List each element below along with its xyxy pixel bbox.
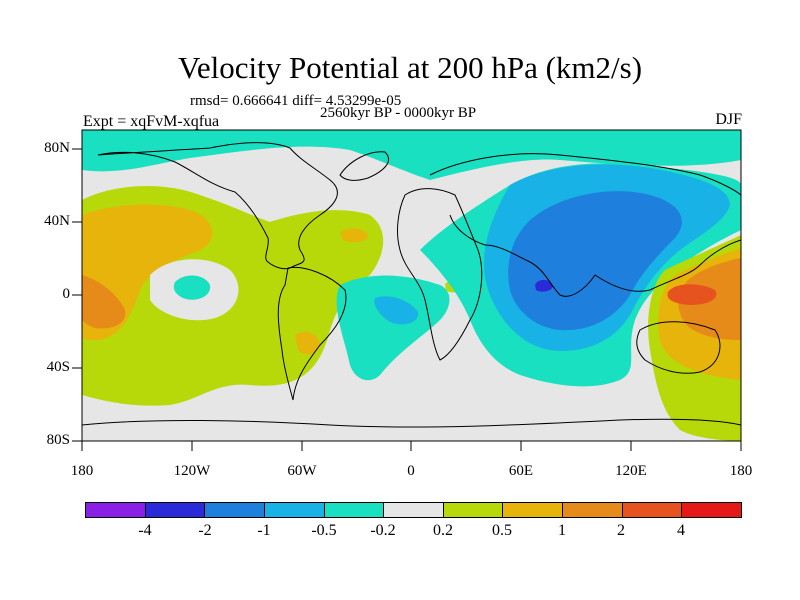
negative-asia-core	[508, 191, 682, 331]
colorbar-label: 0.5	[492, 522, 512, 539]
lat-label: 40S	[46, 359, 70, 375]
coastlines	[82, 142, 741, 428]
negative-india-peak	[535, 279, 553, 292]
colorbar-label: 0.2	[433, 522, 453, 539]
lat-label: 40N	[44, 213, 70, 229]
negative-atlantic-core	[374, 296, 419, 325]
stats-text: rmsd= 0.666641 diff= 4.53299e-05	[190, 93, 402, 109]
colorbar-label: 4	[677, 522, 685, 539]
lon-label: 180	[70, 463, 94, 479]
colorbar-label: -4	[138, 522, 152, 539]
colorbar-label: 1	[558, 522, 566, 539]
lon-label: 0	[407, 463, 415, 479]
colorbar-swatch	[144, 503, 205, 517]
positive-west-pacific-peak	[667, 284, 717, 305]
experiment-label: Expt = xqFvM-xqfua	[83, 113, 220, 130]
lon-label: 180	[729, 463, 753, 479]
lon-label: 120E	[615, 463, 647, 479]
colorbar-swatch	[204, 503, 264, 517]
colorbar-swatch	[621, 503, 682, 517]
colorbar-label: -0.2	[370, 522, 396, 539]
colorbar-label: -1	[257, 522, 271, 539]
colorbar-label: -2	[198, 522, 212, 539]
colorbar-swatch	[323, 503, 384, 517]
positive-atlantic-spot	[340, 228, 368, 243]
positive-pacific-peak	[82, 275, 126, 329]
colorbar-swatch	[263, 503, 324, 517]
colorbar-swatch	[562, 503, 622, 517]
positive-south-america-spot	[295, 331, 320, 355]
colorbar-swatch	[86, 503, 145, 517]
colorbar	[85, 502, 742, 518]
colorbar-swatch	[383, 503, 443, 517]
lon-label: 60W	[287, 463, 317, 479]
lat-label: 80N	[44, 140, 70, 156]
negative-south-atlantic	[336, 275, 450, 381]
axis-ticks	[72, 148, 742, 451]
lat-label: 0	[62, 286, 71, 302]
colorbar-swatch	[681, 503, 742, 517]
colorbar-label: -0.5	[311, 522, 337, 539]
colorbar-swatch	[442, 503, 503, 517]
colorbar-label: 2	[617, 522, 625, 539]
period-text: 2560kyr BP - 0000kyr BP	[320, 105, 477, 121]
map-title: Velocity Potential at 200 hPa (km2/s)	[177, 50, 643, 85]
negative-pacific-spot	[173, 275, 211, 300]
season-label: DJF	[715, 111, 742, 128]
lon-label: 60E	[508, 463, 534, 479]
lat-label: 80S	[46, 432, 70, 448]
lon-label: 120W	[173, 463, 211, 479]
colorbar-swatch	[502, 503, 563, 517]
